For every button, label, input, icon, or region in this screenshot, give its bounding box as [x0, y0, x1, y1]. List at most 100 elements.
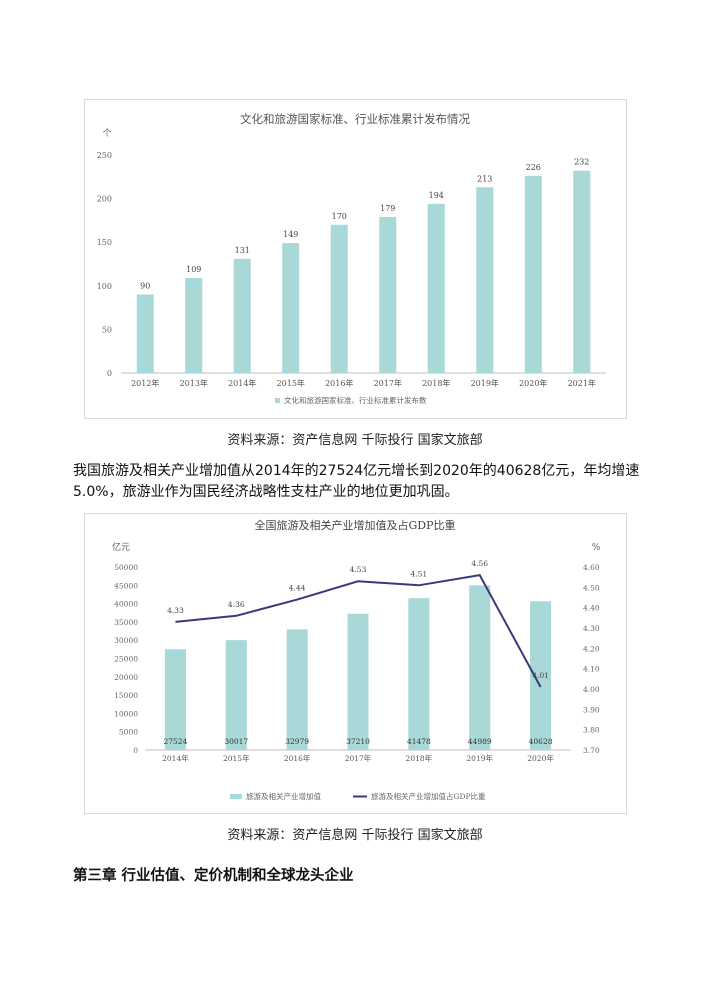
right-tick-label: 4.40	[583, 604, 600, 613]
bar-value-label: 30017	[224, 737, 248, 746]
bar-value-label: 27524	[163, 737, 187, 746]
legend-swatch-bar	[230, 794, 242, 799]
chart-standards-source: 资料来源：资产信息网 千际投行 国家文旅部	[227, 433, 483, 448]
bar	[286, 629, 308, 750]
bar-value-label: 213	[477, 174, 492, 183]
x-tick-label: 2017年	[345, 753, 372, 763]
bar-value-label: 179	[380, 204, 395, 213]
y-tick-label: 100	[97, 282, 112, 291]
bar-value-label: 170	[332, 212, 347, 221]
x-tick-label: 2015年	[277, 378, 305, 388]
bar-value-label: 37210	[346, 737, 370, 746]
left-tick-label: 40000	[114, 600, 138, 609]
bar-value-label: 226	[526, 163, 541, 172]
left-tick-label: 10000	[114, 709, 138, 718]
chart-standards: 文化和旅游国家标准、行业标准累计发布情况个 0 50 100 150 200 250 90 20…	[84, 99, 627, 419]
left-tick-label: 20000	[114, 673, 138, 682]
right-tick-label: 4.60	[583, 563, 600, 572]
left-tick-label: 30000	[114, 636, 138, 645]
right-tick-label: 4.20	[583, 644, 600, 653]
right-unit-label: %	[592, 543, 601, 553]
chart-title: 全国旅游及相关产业增加值及占GDP比重	[254, 518, 455, 532]
bar	[233, 258, 251, 373]
line-value-label: 4.36	[228, 600, 245, 609]
chart-tourism-source: 资料来源：资产信息网 千际投行 国家文旅部	[227, 828, 483, 843]
legend-swatch	[275, 398, 280, 403]
line-value-label: 4.53	[350, 565, 367, 574]
line-value-label: 4.44	[289, 584, 306, 593]
right-tick-label: 3.80	[583, 726, 600, 735]
line-value-label: 4.33	[167, 606, 184, 615]
bar-value-label: 149	[283, 230, 298, 239]
left-tick-label: 15000	[114, 691, 138, 700]
chart-title: 文化和旅游国家标准、行业标准累计发布情况	[240, 112, 470, 126]
bar	[185, 277, 203, 373]
x-tick-label: 2018年	[422, 378, 450, 388]
bar	[330, 224, 348, 373]
right-tick-label: 4.30	[583, 624, 600, 633]
x-tick-label: 2020年	[527, 753, 554, 763]
x-tick-label: 2015年	[223, 753, 250, 763]
chart-tourism-value: 全国旅游及相关产业增加值及占GDP比重 亿元% 0 5000 10000 15000 200…	[84, 513, 627, 814]
bar-value-label: 232	[574, 158, 589, 167]
bar-value-label: 32979	[285, 737, 309, 746]
bar	[524, 175, 542, 373]
bar-value-label: 40628	[529, 737, 553, 746]
x-tick-label: 2019年	[466, 753, 493, 763]
left-tick-label: 35000	[114, 618, 138, 627]
y-unit-label: 个	[102, 128, 111, 139]
bar	[136, 294, 154, 373]
bar-value-label: 109	[186, 265, 201, 274]
bar	[408, 598, 430, 750]
y-tick-label: 150	[97, 238, 112, 247]
right-tick-label: 4.50	[583, 583, 600, 592]
bar	[225, 640, 247, 750]
left-unit-label: 亿元	[112, 541, 130, 553]
x-tick-label: 2012年	[131, 378, 159, 388]
legend-label-line: 旅游及相关产业增加值占GDP比重	[371, 791, 486, 801]
left-tick-label: 45000	[114, 581, 138, 590]
x-tick-label: 2016年	[284, 753, 311, 763]
right-tick-label: 4.10	[583, 665, 600, 674]
left-tick-label: 25000	[114, 655, 138, 664]
right-tick-label: 3.90	[583, 705, 600, 714]
bar	[164, 649, 186, 750]
body-paragraph: 我国旅游及相关产业增加值从2014年的27524亿元增长到2020年的40628…	[73, 463, 640, 500]
legend-label-bar: 旅游及相关产业增加值	[246, 791, 321, 801]
line-value-label: 4.56	[471, 559, 488, 568]
y-tick-label: 50	[102, 325, 112, 334]
right-tick-label: 3.70	[583, 746, 600, 755]
bar	[469, 585, 491, 750]
bar-value-label: 90	[140, 282, 150, 291]
x-tick-label: 2016年	[325, 378, 353, 388]
x-tick-label: 2020年	[519, 378, 547, 388]
left-tick-label: 50000	[114, 563, 138, 572]
x-tick-label: 2018年	[406, 753, 433, 763]
bar	[347, 613, 369, 750]
chapter-heading: 第三章 行业估值、定价机制和全球龙头企业	[73, 868, 354, 884]
x-tick-label: 2017年	[374, 378, 402, 388]
line-series-gdp-share	[175, 574, 542, 688]
line-value-label: 4.01	[532, 671, 549, 680]
y-tick-label: 0	[107, 369, 112, 378]
bar	[427, 203, 445, 373]
x-tick-label: 2013年	[180, 378, 208, 388]
bar	[379, 216, 397, 373]
x-tick-label: 2021年	[568, 378, 596, 388]
bar-value-label: 44989	[468, 737, 492, 746]
legend-label: 文化和旅游国家标准、行业标准累计发布数	[284, 395, 427, 405]
y-tick-label: 250	[97, 151, 112, 160]
x-tick-label: 2019年	[471, 378, 499, 388]
line-value-label: 4.51	[411, 569, 428, 578]
x-tick-label: 2014年	[162, 753, 189, 763]
bar	[573, 170, 591, 373]
bar	[476, 187, 494, 373]
left-tick-label: 5000	[119, 728, 138, 737]
bar-value-label: 194	[429, 191, 444, 200]
bar-value-label: 131	[235, 246, 250, 255]
right-tick-label: 4.00	[583, 685, 600, 694]
bar	[530, 601, 552, 750]
bar-value-label: 41478	[407, 737, 431, 746]
